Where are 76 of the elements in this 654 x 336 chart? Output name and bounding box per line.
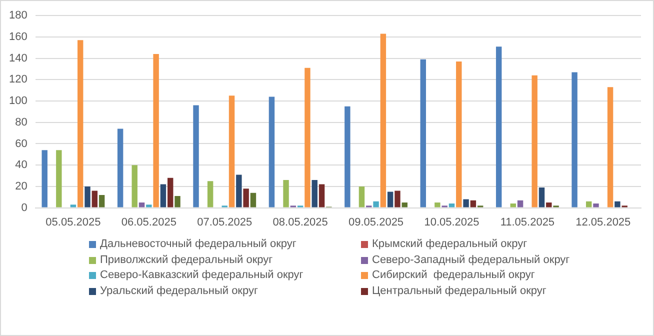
- bar: [236, 174, 242, 208]
- bar: [146, 204, 152, 208]
- bar: [92, 190, 98, 208]
- bar: [268, 96, 275, 208]
- y-tick-label: 120: [8, 74, 28, 86]
- bar: [434, 202, 440, 208]
- y-tick-label: 100: [8, 95, 28, 108]
- bar: [532, 75, 538, 208]
- bar: [572, 72, 578, 208]
- bar: [470, 200, 476, 208]
- bar: [84, 186, 90, 208]
- y-tick-label: 80: [15, 116, 28, 128]
- bar: [394, 190, 400, 208]
- x-tick-label: 12.05.2025: [576, 216, 631, 228]
- bar: [304, 68, 310, 208]
- bar: [387, 192, 394, 208]
- bar: [250, 192, 256, 208]
- bar: [98, 194, 105, 208]
- y-tick-label: 180: [8, 10, 28, 22]
- bar: [538, 188, 545, 208]
- bar: [42, 150, 48, 208]
- legend-label: Северо-Кавказский федеральный округ: [100, 268, 304, 283]
- bar: [153, 54, 159, 208]
- x-tick-label: 08.05.2025: [272, 216, 328, 228]
- x-tick-label: 11.05.2025: [500, 216, 555, 228]
- bar: [283, 180, 289, 208]
- x-tick-label: 09.05.2025: [348, 216, 404, 228]
- bar: [358, 186, 365, 208]
- bar: [373, 201, 379, 208]
- bar: [517, 200, 524, 208]
- bar: [207, 181, 214, 208]
- bar: [586, 201, 592, 208]
- legend-label: Сибирский федеральный округ: [372, 268, 535, 283]
- bar: [174, 196, 180, 208]
- y-tick-label: 40: [15, 159, 28, 172]
- bar: [70, 204, 76, 208]
- legend-label: Дальневосточный федеральный округ: [100, 237, 296, 252]
- bar: [132, 165, 138, 208]
- bar: [510, 204, 516, 208]
- bar: [463, 199, 469, 208]
- bar: [77, 40, 84, 208]
- bar: [614, 201, 620, 208]
- y-tick-label: 60: [15, 138, 28, 150]
- y-tick-label: 160: [8, 30, 28, 43]
- y-tick-label: 20: [15, 180, 28, 192]
- bar: [496, 46, 502, 208]
- bar: [160, 184, 166, 208]
- x-tick-label: 05.05.2025: [46, 216, 101, 228]
- bar: [228, 96, 235, 208]
- y-tick-label: 0: [21, 202, 28, 214]
- y-tick-label: 140: [8, 52, 28, 64]
- bar: [312, 180, 318, 208]
- legend-label: Центральный федеральный округ: [372, 284, 546, 298]
- legend-label: Северо-Западный федеральный округ: [372, 252, 570, 268]
- x-tick-label: 07.05.2025: [197, 216, 252, 228]
- bar: [607, 87, 614, 208]
- bar: [344, 106, 350, 208]
- bar: [402, 202, 408, 208]
- bar: [56, 150, 62, 208]
- bar: [380, 34, 386, 208]
- legend-label: Уральский федеральный округ: [100, 284, 258, 298]
- bar: [318, 184, 325, 208]
- bar: [168, 178, 174, 208]
- x-tick-label: 10.05.2025: [424, 216, 480, 228]
- legend-label: Крымский федеральный округ: [372, 237, 528, 252]
- bar: [420, 59, 426, 208]
- x-tick-label: 06.05.2025: [121, 216, 176, 228]
- bar: [138, 202, 145, 208]
- bar: [546, 202, 552, 208]
- bar: [193, 105, 199, 208]
- bar: [456, 62, 462, 208]
- bar: [243, 188, 249, 208]
- bar: [448, 204, 455, 208]
- legend-label: Приволжский федеральный округ: [100, 252, 273, 268]
- bar: [593, 204, 599, 208]
- bar: [117, 128, 124, 208]
